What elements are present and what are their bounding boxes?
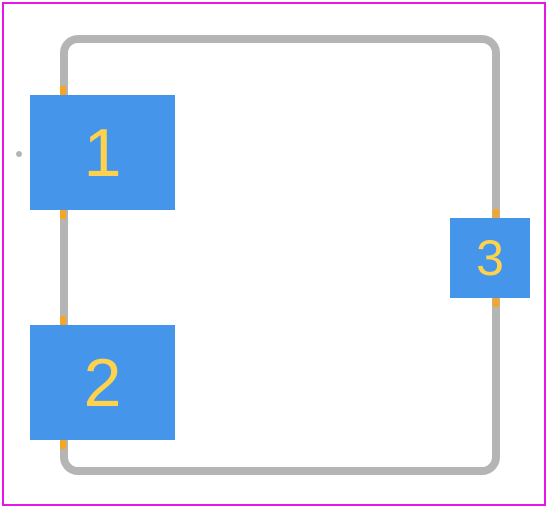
pad-1: 1: [30, 95, 175, 210]
pad-3-label: 3: [476, 229, 504, 287]
pad-3-connector-bottom: [493, 298, 499, 307]
pad-3-connector-top: [493, 209, 499, 218]
pad-1-connector-top: [60, 86, 66, 95]
pad-1-label: 1: [84, 114, 122, 192]
pad-2-connector-bottom: [60, 440, 66, 449]
pad-2-label: 2: [84, 344, 122, 422]
pin1-marker: [16, 151, 22, 157]
pad-2: 2: [30, 325, 175, 440]
pad-2-connector-top: [60, 316, 66, 325]
pad-3: 3: [450, 218, 530, 298]
pad-1-connector-bottom: [60, 210, 66, 219]
